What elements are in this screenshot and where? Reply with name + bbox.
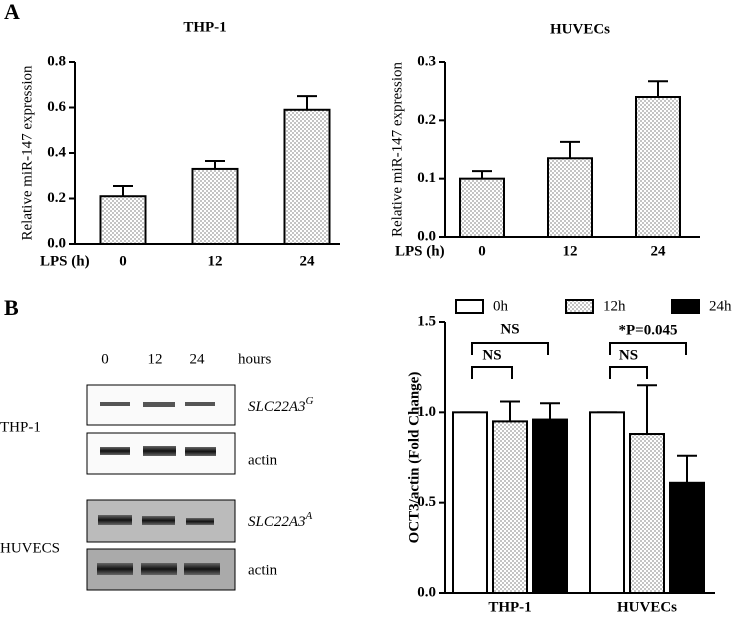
y-tick-label: 0.1 bbox=[417, 170, 436, 186]
x-tick-label: 0 bbox=[119, 253, 127, 269]
panel-label: A bbox=[4, 0, 20, 24]
bar bbox=[635, 96, 681, 238]
y-tick-label: 0.0 bbox=[417, 228, 436, 244]
error-bar bbox=[540, 402, 560, 420]
annotation: *P=0.045 bbox=[619, 322, 678, 338]
x-tick-label: 0 bbox=[478, 243, 486, 259]
bracket bbox=[609, 342, 687, 355]
y-tick-label: 1.5 bbox=[417, 313, 436, 329]
lane-label: 24 bbox=[190, 351, 206, 367]
bracket bbox=[471, 366, 513, 379]
error-bar bbox=[637, 384, 657, 435]
blot-band bbox=[98, 515, 132, 525]
bar bbox=[669, 481, 705, 594]
error-bar bbox=[500, 400, 520, 422]
bar bbox=[459, 177, 505, 239]
bracket bbox=[471, 342, 549, 355]
bar bbox=[532, 418, 568, 594]
bar bbox=[283, 108, 331, 246]
blot-band bbox=[186, 518, 214, 525]
y-tick-label: 1.0 bbox=[417, 404, 436, 420]
y-axis-label: OCT3/actin (Fold Change) bbox=[406, 372, 422, 544]
blot-band bbox=[185, 447, 216, 456]
x-tick-label: HUVECs bbox=[617, 599, 677, 615]
x-tick-label: 12 bbox=[208, 253, 223, 269]
error-bar bbox=[560, 140, 580, 159]
y-tick-label: 0.2 bbox=[47, 190, 66, 206]
gene: SLC22A3 bbox=[248, 514, 306, 530]
y-tick-label: 0.3 bbox=[417, 53, 436, 69]
y-tick-label: 0.2 bbox=[417, 112, 436, 128]
x-tick-label: 12 bbox=[563, 243, 578, 259]
bar bbox=[589, 411, 625, 595]
y-tick-label: 0.5 bbox=[417, 494, 436, 510]
allele: A bbox=[305, 510, 313, 522]
blot-band bbox=[142, 516, 175, 525]
y-tick-label: 0.4 bbox=[47, 144, 66, 160]
blot-band bbox=[185, 402, 215, 406]
x-tick-label: 24 bbox=[300, 253, 316, 269]
y-axis-label: Relative miR-147 expression bbox=[19, 65, 35, 240]
legend-label: 0h bbox=[493, 298, 509, 314]
control-label: actin bbox=[248, 452, 278, 468]
bar bbox=[492, 420, 528, 594]
y-tick-label: 0.8 bbox=[47, 53, 66, 69]
blot-band bbox=[141, 563, 177, 575]
lane-unit: hours bbox=[238, 351, 271, 367]
cell-line: HUVECS bbox=[0, 540, 60, 556]
error-bar bbox=[677, 454, 697, 483]
blot-band bbox=[100, 402, 130, 406]
chart-title: HUVECs bbox=[550, 21, 610, 37]
allele: G bbox=[306, 395, 314, 407]
legend-swatch bbox=[671, 299, 700, 314]
blot-band bbox=[143, 446, 176, 456]
panel-label: B bbox=[4, 295, 19, 320]
x-axis-label: LPS (h) bbox=[40, 253, 90, 269]
blot-band bbox=[100, 447, 130, 455]
cell-line: THP-1 bbox=[0, 419, 41, 435]
error-bar bbox=[205, 159, 225, 169]
error-bar bbox=[113, 184, 133, 197]
bracket bbox=[609, 366, 648, 379]
blot-band bbox=[97, 563, 133, 575]
y-tick-label: 0.0 bbox=[417, 584, 436, 600]
legend-swatch bbox=[565, 299, 594, 314]
x-tick-label: 24 bbox=[651, 243, 667, 259]
gene: SLC22A3 bbox=[248, 399, 306, 415]
error-bar bbox=[472, 170, 492, 179]
annotation: NS bbox=[619, 347, 638, 363]
bar bbox=[191, 167, 239, 245]
annotation: NS bbox=[482, 347, 501, 363]
blot: 0 12 24 hours THP-1 HUVECS SLC22A3G acti… bbox=[0, 351, 314, 591]
bar bbox=[547, 157, 593, 238]
gene-label: SLC22A3A bbox=[248, 510, 313, 531]
error-bar bbox=[648, 80, 668, 97]
chart-title: THP-1 bbox=[183, 19, 226, 35]
blot-band bbox=[143, 402, 175, 407]
lane-label: 0 bbox=[101, 351, 109, 367]
annotation: NS bbox=[500, 321, 519, 337]
control-label: actin bbox=[248, 562, 278, 578]
legend-swatch bbox=[455, 299, 484, 314]
bar bbox=[629, 433, 665, 594]
error-bar bbox=[297, 95, 317, 110]
y-tick-label: 0.0 bbox=[47, 235, 66, 251]
legend-label: 24h bbox=[709, 298, 732, 314]
x-tick-label: THP-1 bbox=[488, 599, 531, 615]
lane-label: 12 bbox=[148, 351, 163, 367]
legend-label: 12h bbox=[603, 298, 626, 314]
blot-band bbox=[184, 563, 220, 575]
bar bbox=[452, 411, 488, 595]
bar bbox=[99, 195, 147, 246]
x-axis-label: LPS (h) bbox=[395, 243, 445, 259]
gene-label: SLC22A3G bbox=[248, 395, 314, 416]
y-axis-label: Relative miR-147 expression bbox=[389, 62, 405, 237]
y-tick-label: 0.6 bbox=[47, 99, 66, 115]
